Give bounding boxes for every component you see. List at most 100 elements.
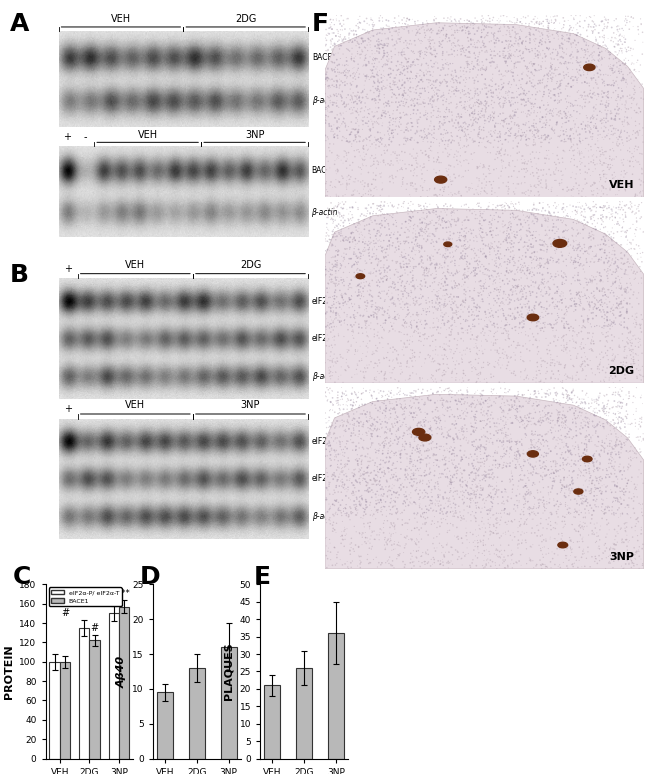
- Point: [508, 252, 518, 264]
- Point: [448, 77, 459, 89]
- Point: [330, 240, 341, 252]
- Point: [595, 115, 606, 127]
- Point: [360, 319, 370, 331]
- Point: [529, 433, 539, 446]
- Point: [348, 54, 359, 67]
- Point: [523, 63, 534, 75]
- Point: [478, 248, 488, 260]
- Point: [508, 110, 519, 122]
- Point: [417, 58, 427, 70]
- Point: [635, 413, 645, 425]
- Point: [381, 402, 391, 414]
- Point: [369, 361, 379, 374]
- Point: [409, 281, 419, 293]
- Point: [538, 73, 548, 85]
- Point: [630, 132, 641, 144]
- Point: [487, 496, 497, 509]
- Point: [613, 108, 623, 121]
- Point: [603, 272, 613, 285]
- Point: [594, 267, 604, 279]
- Point: [502, 429, 512, 441]
- Bar: [49, 662, 60, 759]
- Point: [440, 471, 450, 483]
- Point: [423, 60, 434, 72]
- Point: [534, 101, 545, 114]
- Point: [597, 77, 608, 89]
- Point: [523, 240, 533, 252]
- Point: [353, 214, 363, 226]
- Point: [616, 510, 626, 522]
- Point: [325, 19, 335, 31]
- Point: [524, 43, 534, 56]
- Point: [492, 15, 502, 27]
- Point: [325, 291, 335, 303]
- Point: [372, 478, 382, 491]
- Point: [512, 119, 522, 132]
- Point: [540, 505, 550, 517]
- Point: [579, 288, 590, 300]
- Point: [601, 366, 611, 378]
- Point: [582, 412, 593, 424]
- Point: [518, 11, 528, 23]
- Point: [586, 111, 596, 124]
- Point: [507, 416, 517, 429]
- Point: [617, 536, 627, 549]
- Point: [541, 174, 551, 187]
- Point: [411, 538, 421, 550]
- Point: [447, 48, 457, 60]
- Point: [622, 478, 632, 490]
- Point: [442, 517, 452, 529]
- Point: [541, 176, 551, 188]
- Point: [589, 518, 599, 530]
- Point: [480, 94, 491, 107]
- Point: [581, 36, 592, 49]
- Point: [338, 300, 348, 312]
- Point: [411, 152, 421, 164]
- Point: [612, 481, 622, 493]
- Point: [414, 23, 424, 36]
- Point: [357, 433, 367, 445]
- Point: [616, 412, 627, 424]
- Point: [538, 91, 548, 103]
- Point: [320, 78, 331, 91]
- Point: [627, 168, 638, 180]
- Point: [541, 180, 552, 192]
- Point: [547, 293, 557, 305]
- Point: [612, 396, 623, 409]
- Point: [421, 429, 432, 441]
- Point: [372, 82, 383, 94]
- Point: [619, 257, 629, 269]
- Point: [391, 406, 401, 418]
- Point: [484, 218, 494, 231]
- Point: [343, 399, 353, 412]
- Point: [433, 105, 443, 118]
- Point: [505, 208, 515, 221]
- Point: [439, 215, 450, 228]
- Point: [592, 530, 602, 543]
- Point: [536, 409, 546, 421]
- Point: [576, 216, 586, 228]
- Point: [615, 306, 625, 318]
- Point: [495, 390, 505, 402]
- Point: [347, 104, 358, 116]
- Point: [397, 433, 408, 445]
- Point: [430, 259, 440, 271]
- Point: [345, 77, 356, 90]
- Point: [332, 355, 343, 368]
- Point: [337, 533, 348, 546]
- Point: [541, 286, 552, 298]
- Point: [613, 104, 623, 116]
- Point: [595, 485, 606, 497]
- Point: [550, 522, 560, 535]
- Point: [394, 488, 404, 501]
- Point: [630, 549, 640, 561]
- Point: [501, 265, 512, 277]
- Point: [444, 149, 454, 161]
- Point: [551, 390, 562, 402]
- Point: [400, 486, 411, 498]
- Point: [434, 413, 444, 425]
- Point: [404, 278, 415, 290]
- Point: [552, 415, 562, 427]
- Point: [558, 125, 569, 137]
- Point: [590, 299, 601, 311]
